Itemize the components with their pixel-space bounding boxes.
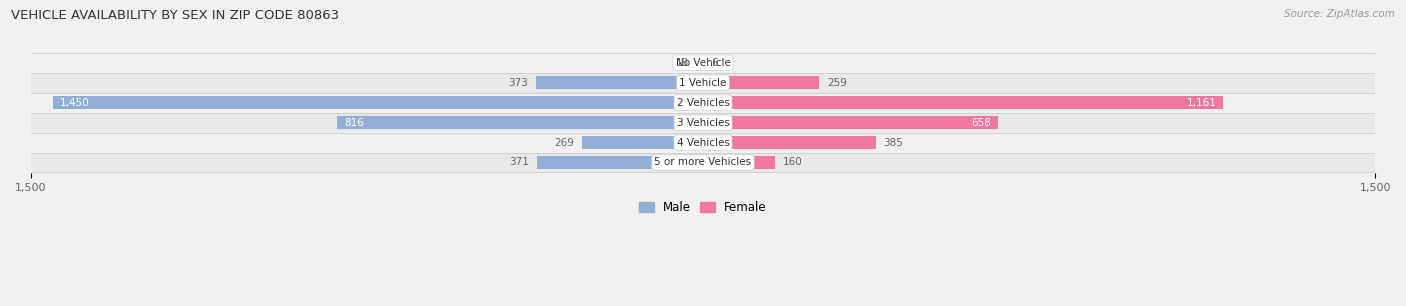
- Text: 373: 373: [508, 78, 527, 88]
- Text: 816: 816: [344, 118, 364, 128]
- Bar: [582, 136, 703, 149]
- Text: 2 Vehicles: 2 Vehicles: [676, 98, 730, 108]
- Text: 1 Vehicle: 1 Vehicle: [679, 78, 727, 88]
- Text: 1,161: 1,161: [1187, 98, 1216, 108]
- Text: 371: 371: [509, 158, 529, 167]
- Text: 1,450: 1,450: [60, 98, 90, 108]
- Text: 18: 18: [676, 58, 689, 68]
- Legend: Male, Female: Male, Female: [634, 196, 772, 219]
- Bar: [31, 73, 1375, 92]
- Bar: [536, 76, 703, 89]
- Bar: [703, 56, 706, 69]
- Bar: [703, 136, 876, 149]
- Bar: [703, 96, 1223, 109]
- Text: 5 or more Vehicles: 5 or more Vehicles: [654, 158, 752, 167]
- Text: 259: 259: [827, 78, 846, 88]
- Text: 385: 385: [883, 137, 904, 147]
- Text: 269: 269: [554, 137, 575, 147]
- Bar: [31, 153, 1375, 172]
- Text: No Vehicle: No Vehicle: [675, 58, 731, 68]
- Text: 3 Vehicles: 3 Vehicles: [676, 118, 730, 128]
- Text: 658: 658: [972, 118, 991, 128]
- Text: Source: ZipAtlas.com: Source: ZipAtlas.com: [1284, 9, 1395, 19]
- Bar: [337, 116, 703, 129]
- Bar: [31, 132, 1375, 152]
- Bar: [53, 96, 703, 109]
- Bar: [695, 56, 703, 69]
- Bar: [31, 113, 1375, 132]
- Bar: [703, 156, 775, 169]
- Bar: [537, 156, 703, 169]
- Bar: [703, 76, 820, 89]
- Text: 6: 6: [711, 58, 717, 68]
- Bar: [31, 93, 1375, 113]
- Bar: [31, 53, 1375, 73]
- Bar: [703, 116, 998, 129]
- Text: 160: 160: [783, 158, 803, 167]
- Text: VEHICLE AVAILABILITY BY SEX IN ZIP CODE 80863: VEHICLE AVAILABILITY BY SEX IN ZIP CODE …: [11, 9, 339, 22]
- Text: 4 Vehicles: 4 Vehicles: [676, 137, 730, 147]
